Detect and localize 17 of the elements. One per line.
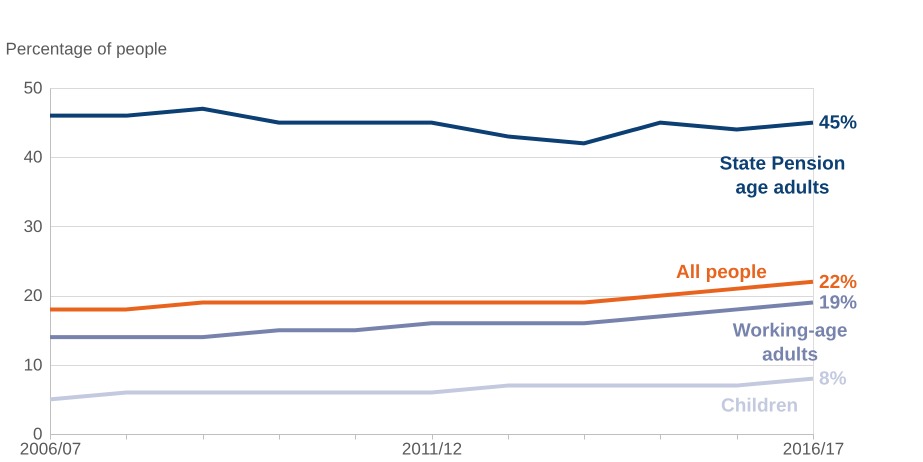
y-tick-label: 30	[24, 216, 42, 236]
y-axis-title: Percentage of people	[6, 40, 168, 58]
x-tick-label: 2016/17	[782, 440, 844, 458]
data-label: 8%	[819, 368, 847, 390]
data-label: 22%	[819, 272, 858, 293]
series-label: Working-age adults	[732, 320, 848, 366]
series-label: State Pension age adults	[720, 153, 846, 198]
y-tick-label: 50	[24, 78, 42, 98]
series-label: All people	[676, 262, 767, 284]
x-tick-label: 2011/12	[402, 440, 462, 458]
y-tick-label: 20	[24, 286, 42, 306]
series-label: Children	[721, 395, 798, 416]
data-label: 19%	[819, 292, 858, 314]
y-tick-label: 10	[24, 355, 42, 374]
y-tick-label: 40	[24, 148, 42, 167]
line-series	[48, 106, 815, 146]
data-label: 45%	[819, 112, 858, 134]
